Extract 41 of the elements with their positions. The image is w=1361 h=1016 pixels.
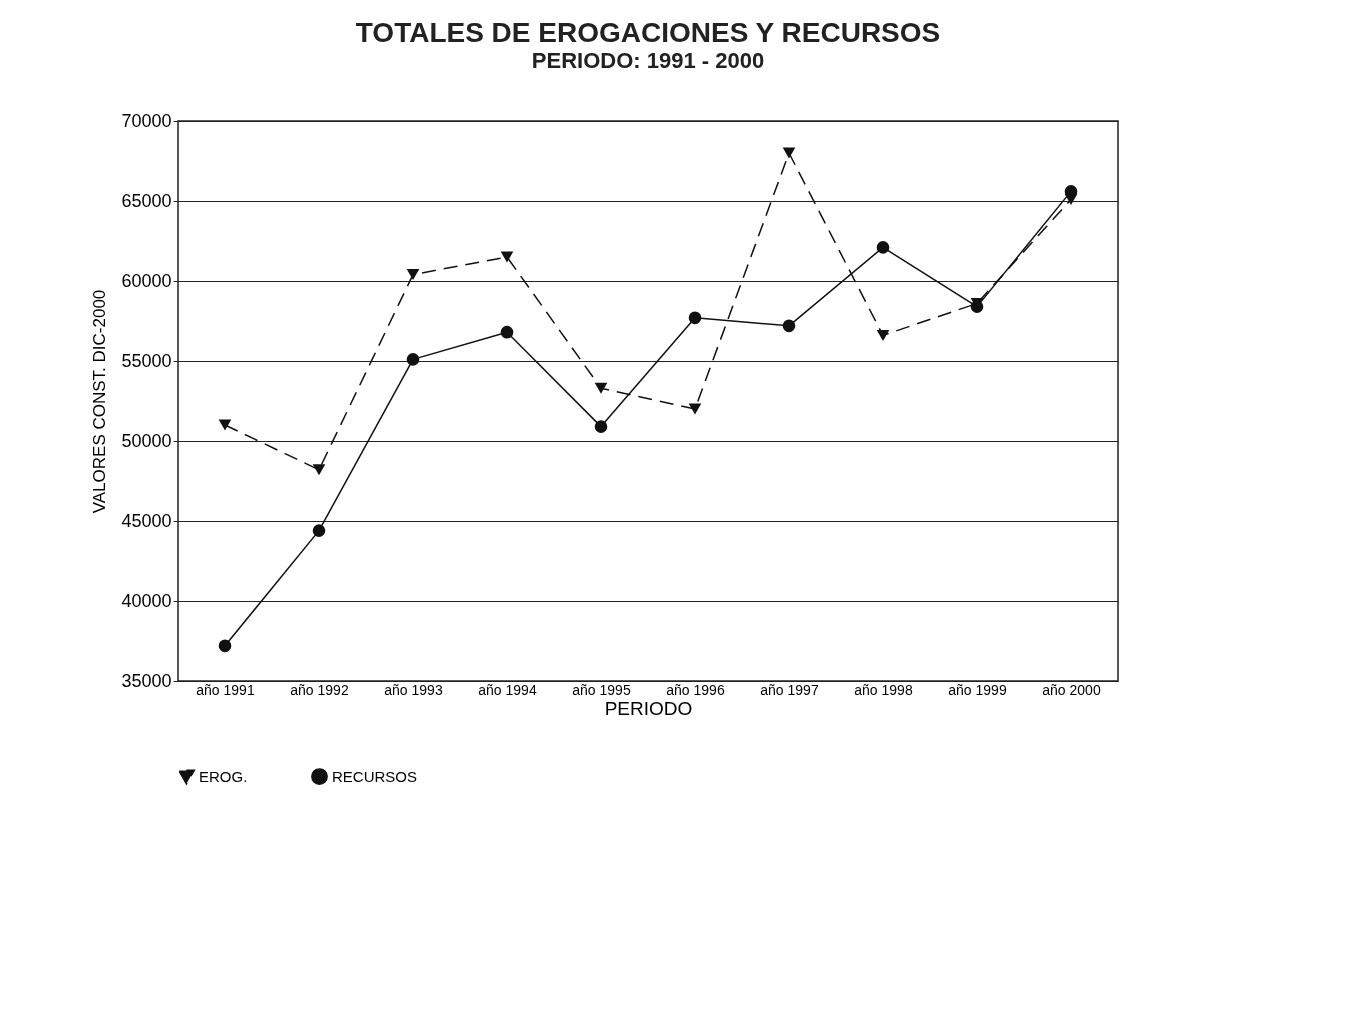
point xyxy=(500,251,514,263)
point xyxy=(594,382,608,394)
point xyxy=(782,147,796,159)
point xyxy=(500,325,514,339)
y-tick-label: 60000 xyxy=(121,270,172,291)
y-axis-title: VALORES CONST. DIC-2000 xyxy=(90,289,110,514)
point xyxy=(1064,193,1078,205)
x-tick-label: año 1997 xyxy=(760,681,819,698)
y-tick-label: 35000 xyxy=(121,670,172,691)
point xyxy=(594,420,608,433)
x-tick-label: año 1992 xyxy=(290,681,349,698)
y-tick-label: 55000 xyxy=(121,350,172,371)
legend-label: RECURSOS xyxy=(332,767,418,785)
point xyxy=(782,319,796,333)
point xyxy=(688,403,702,415)
point xyxy=(406,269,420,281)
x-tick-label: año 2000 xyxy=(1042,681,1101,698)
x-tick-label: año 1998 xyxy=(854,681,913,698)
x-tick-label: año 1994 xyxy=(478,681,537,698)
x-tick-label: año 1995 xyxy=(572,681,631,698)
point xyxy=(218,419,232,431)
point xyxy=(876,241,890,254)
point xyxy=(406,353,420,366)
point xyxy=(876,329,890,341)
chart-title: TOTALES DE EROGACIONES Y RECURSOS xyxy=(355,17,941,48)
y-tick-label: 50000 xyxy=(121,430,172,451)
x-axis-title: PERIODO xyxy=(604,697,693,719)
y-tick-label: 45000 xyxy=(121,510,172,531)
x-tick-label: año 1991 xyxy=(196,681,255,698)
legend-label: EROG. xyxy=(199,768,248,786)
x-tick-label: año 1999 xyxy=(948,681,1007,698)
point xyxy=(312,524,326,537)
y-tick-label: 65000 xyxy=(121,190,172,211)
y-tick-label: 40000 xyxy=(121,590,172,611)
point xyxy=(688,311,702,325)
x-tick-label: año 1996 xyxy=(666,681,725,698)
point xyxy=(312,464,326,476)
x-tick-label: año 1993 xyxy=(384,681,443,698)
y-tick-label: 70000 xyxy=(121,110,172,131)
chart-subtitle: PERIODO: 1991 - 2000 xyxy=(531,48,765,73)
point xyxy=(218,639,232,653)
